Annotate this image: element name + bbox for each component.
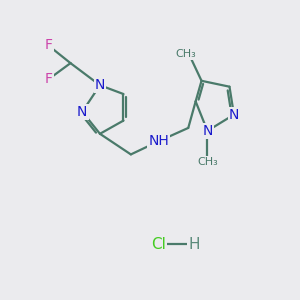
Text: N: N [95,78,105,92]
Text: H: H [188,237,200,252]
Text: CH₃: CH₃ [197,157,218,167]
Text: F: F [44,38,52,52]
Text: N: N [229,108,239,122]
Text: NH: NH [148,134,169,148]
Text: N: N [77,105,88,119]
Text: F: F [44,72,52,86]
Text: Cl: Cl [151,237,166,252]
Text: N: N [202,124,213,138]
Text: CH₃: CH₃ [175,49,196,59]
